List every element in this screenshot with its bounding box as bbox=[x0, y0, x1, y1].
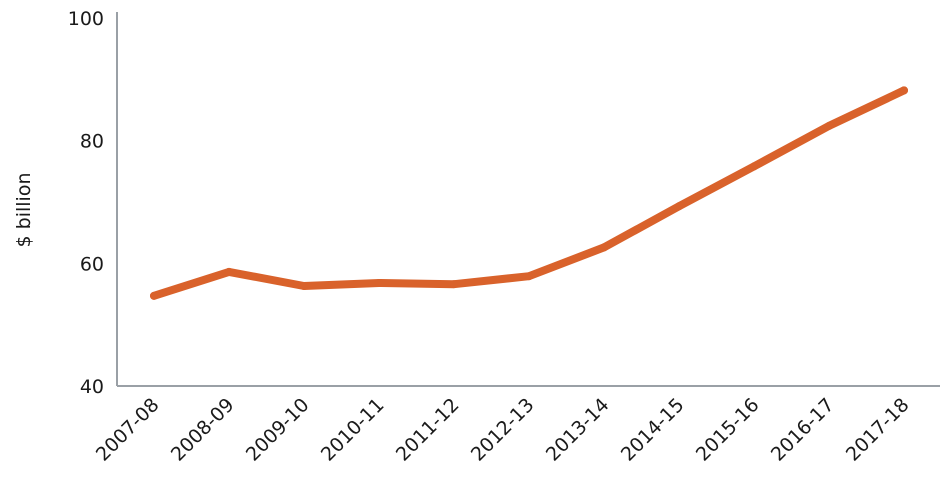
y-tick-label: 60 bbox=[80, 253, 104, 275]
series-line bbox=[150, 86, 908, 300]
data-point bbox=[300, 282, 308, 291]
data-point bbox=[825, 121, 833, 130]
x-tick-label: 2009-10 bbox=[242, 394, 314, 466]
data-point bbox=[150, 291, 158, 300]
x-axis-ticks: 2007-08 2008-09 2009-10 2010-11 2011-12 2012-… bbox=[92, 394, 914, 466]
y-axis-title: $ billion bbox=[13, 173, 35, 248]
x-tick-label: 2017-18 bbox=[842, 394, 914, 466]
data-point bbox=[450, 280, 458, 289]
data-point bbox=[900, 86, 908, 95]
y-axis-ticks: 40 60 80 100 bbox=[68, 8, 104, 398]
x-tick-label: 2011-12 bbox=[392, 394, 464, 466]
x-tick-label: 2013-14 bbox=[542, 394, 614, 466]
data-point bbox=[600, 243, 608, 252]
x-tick-label: 2008-09 bbox=[167, 394, 239, 466]
x-tick-label: 2014-15 bbox=[617, 394, 689, 466]
x-tick-label: 2012-13 bbox=[467, 394, 539, 466]
data-point bbox=[675, 202, 683, 211]
y-tick-label: 80 bbox=[80, 131, 104, 153]
data-point bbox=[750, 162, 758, 171]
x-tick-label: 2015-16 bbox=[692, 394, 764, 466]
data-point bbox=[525, 272, 533, 281]
x-tick-label: 2016-17 bbox=[767, 394, 839, 466]
y-tick-label: 100 bbox=[68, 8, 104, 30]
x-tick-label: 2010-11 bbox=[317, 394, 389, 466]
y-tick-label: 40 bbox=[80, 376, 104, 398]
data-point bbox=[375, 278, 383, 287]
x-tick-label: 2007-08 bbox=[92, 394, 164, 466]
series-layer bbox=[150, 86, 908, 300]
data-point bbox=[225, 267, 233, 276]
